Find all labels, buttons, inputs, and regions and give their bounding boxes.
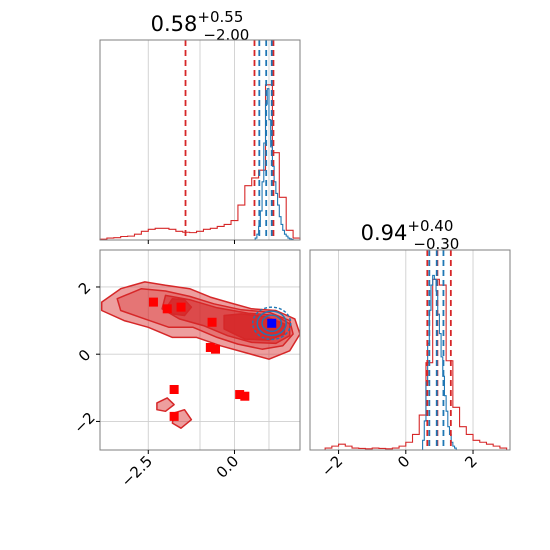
- red-square-marker-7: [169, 411, 179, 421]
- y-tick-label-2: 2: [75, 279, 94, 298]
- x-tick-label-1: 0: [394, 452, 413, 471]
- x-tick-label-2: 2: [461, 452, 480, 471]
- red-square-marker-1: [176, 302, 186, 312]
- title-param-1: 0.58+0.55 −2.00: [151, 8, 250, 44]
- title-param-2-main: 0.94: [361, 221, 408, 245]
- red-square-marker-5: [211, 344, 221, 354]
- axes-frame: [99, 249, 301, 451]
- title-param-2-sup: +0.40: [407, 217, 453, 235]
- x-tick-label-0: −2: [318, 452, 346, 480]
- red-square-marker-3: [207, 317, 217, 327]
- y-tick-label-1: 0: [75, 346, 94, 365]
- axes-frame: [99, 39, 301, 241]
- red-square-marker-2: [162, 304, 172, 314]
- red-square-marker-8: [235, 390, 245, 400]
- x-ticks: −2 0 2: [318, 450, 481, 480]
- title-param-1-main: 0.58: [151, 12, 198, 36]
- blue-square-marker: [267, 318, 277, 328]
- joint-contour-panel: −2.5 0.0 −2 0 2: [70, 249, 301, 491]
- red-square-marker-0: [148, 297, 158, 307]
- marginal-histogram-param-2: 0.94+0.40 −0.30 −2 0 2: [309, 217, 511, 480]
- x-tick-label-1: 0.0: [213, 452, 243, 482]
- title-param-2-sub: −0.30: [413, 235, 459, 253]
- gridlines: [147, 40, 270, 240]
- red-square-marker-9: [240, 391, 250, 401]
- red-square-marker-6: [169, 384, 179, 394]
- red-square-marker-4: [205, 342, 215, 352]
- marginal-histogram-param-1: 0.58+0.55 −2.00: [99, 8, 301, 244]
- blue-contour-1: [256, 310, 287, 337]
- y-tick-label-0: −2: [70, 409, 98, 437]
- gridlines: [338, 250, 474, 450]
- contour-content: [100, 281, 300, 429]
- title-param-2: 0.94+0.40 −0.30: [361, 217, 460, 253]
- histogram-series-0: [324, 278, 508, 450]
- blue-contour-2: [261, 314, 283, 333]
- title-param-1-sub: −2.00: [203, 26, 249, 44]
- gridlines: [100, 250, 300, 450]
- axes-frame: [309, 249, 511, 451]
- title-param-1-sup: +0.55: [197, 8, 243, 26]
- red-contour-5: [156, 397, 175, 413]
- x-ticks: [147, 240, 235, 244]
- quantile-lines: [426, 250, 452, 450]
- histogram-series-0: [99, 84, 301, 240]
- x-tick-label-0: −2.5: [118, 452, 156, 490]
- quantile-lines: [184, 40, 275, 240]
- histogram-steps: [324, 274, 508, 450]
- blue-contour-0: [252, 306, 292, 341]
